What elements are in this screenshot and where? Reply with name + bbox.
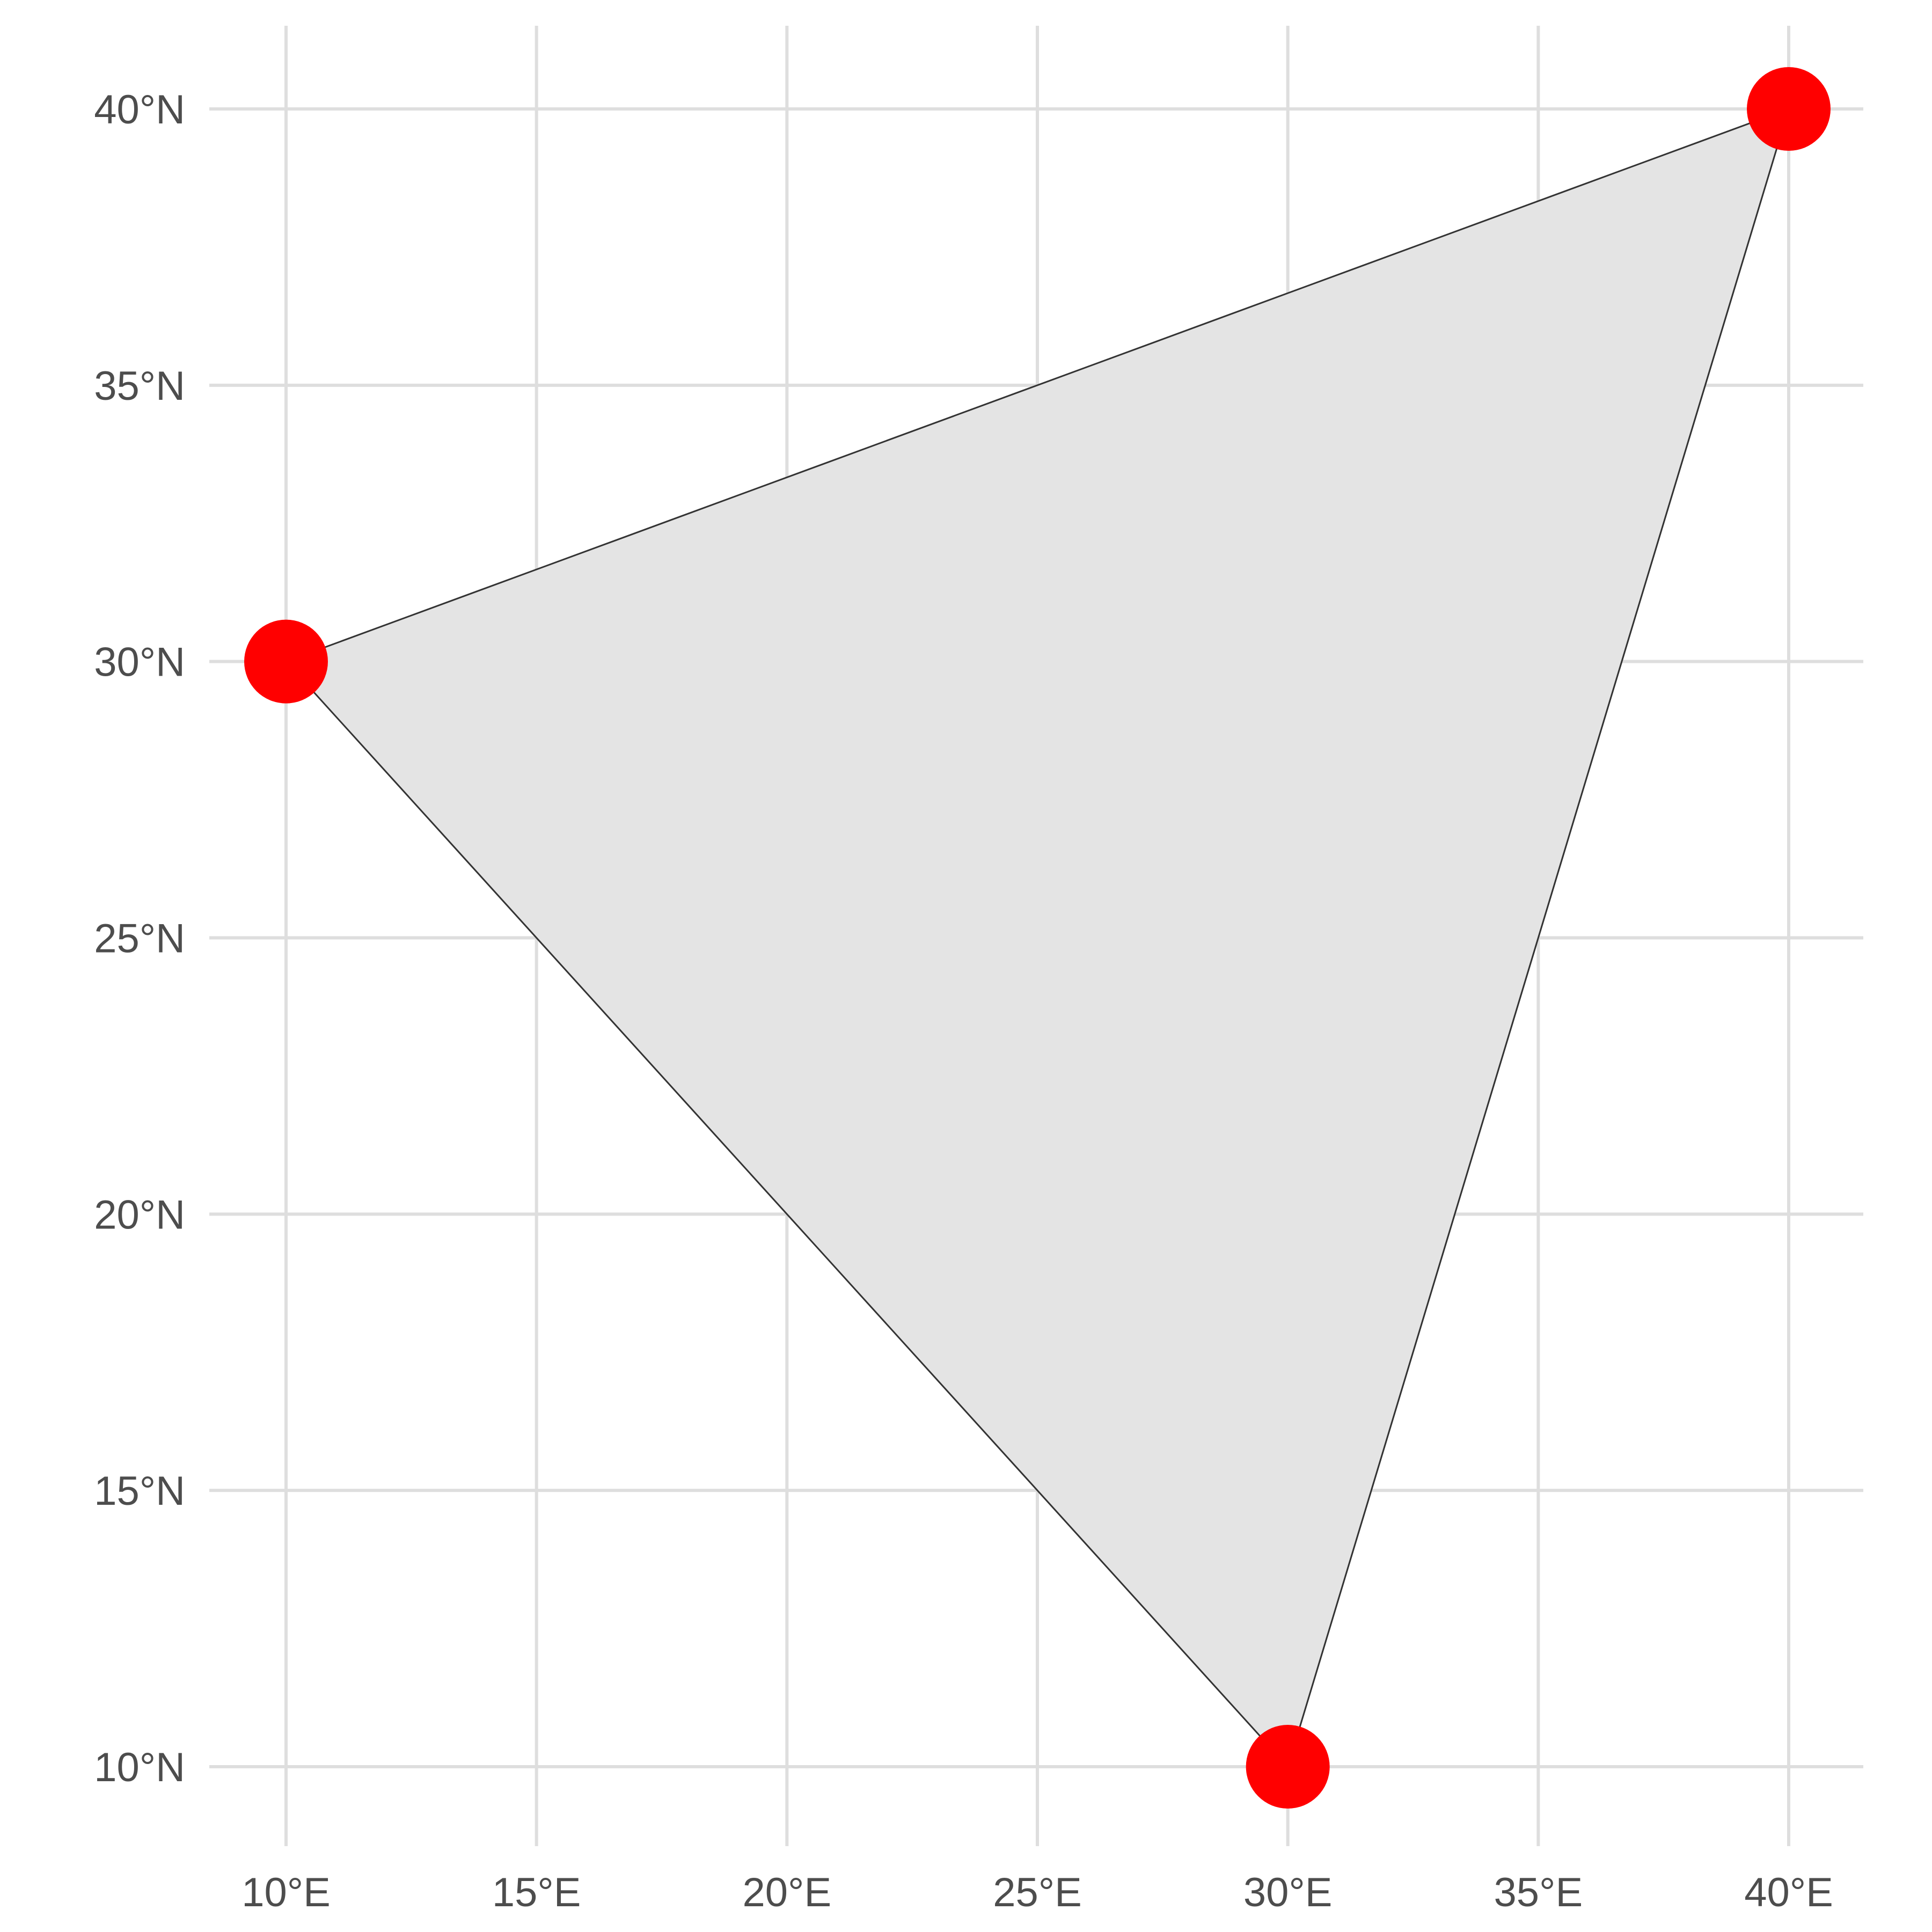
y-tick-label: 25°N [94,916,185,962]
y-tick-label: 30°N [94,640,185,685]
polygon-layer [284,107,1790,1768]
y-axis-tick-labels: 10°N 15°N 20°N 25°N 30°N 35°N 40°N [94,87,185,1790]
y-tick-label: 35°N [94,363,185,409]
triangle-polygon [284,107,1790,1768]
x-axis-tick-labels: 10°E 15°E 20°E 25°E 30°E 35°E 40°E [241,1870,1833,1915]
x-tick-label: 40°E [1744,1870,1833,1915]
x-tick-label: 30°E [1243,1870,1333,1915]
y-tick-label: 15°N [94,1468,185,1514]
point-marker-1 [244,619,328,704]
x-tick-label: 20°E [743,1870,832,1915]
y-tick-label: 10°N [94,1745,185,1790]
x-tick-label: 25°E [993,1870,1082,1915]
y-tick-label: 40°N [94,87,185,133]
point-marker-3 [1246,1725,1330,1809]
x-tick-label: 15°E [492,1870,581,1915]
x-tick-label: 10°E [241,1870,331,1915]
x-tick-label: 35°E [1494,1870,1583,1915]
point-marker-2 [1747,67,1831,151]
points-layer [244,67,1831,1809]
y-tick-label: 20°N [94,1192,185,1238]
